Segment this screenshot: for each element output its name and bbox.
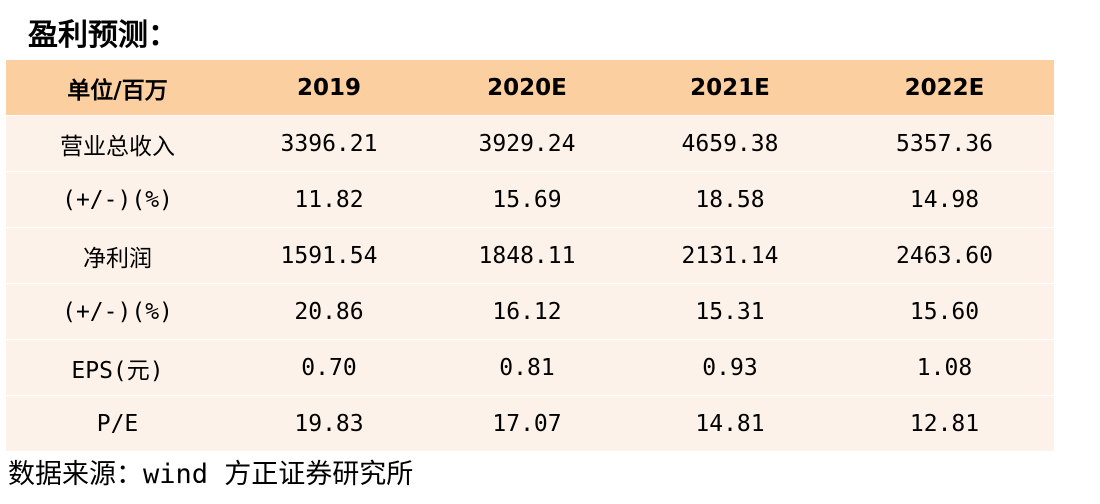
table-cell: 14.81	[695, 410, 765, 437]
header-2021e: 2021E	[625, 60, 835, 116]
table-cell: 16.12	[492, 298, 562, 325]
table-cell: 3929.24	[478, 130, 576, 157]
table-cell: 1591.54	[280, 242, 378, 269]
page-title: 盈利预测：	[28, 18, 178, 53]
table-cell: 14.98	[909, 186, 980, 213]
table-cell: 5357.36	[896, 130, 993, 157]
header-unit: 单位/百万	[6, 60, 229, 116]
table-row: 净利润 1591.54 1848.11 2131.14 2463.60	[6, 227, 1054, 284]
table-row: (+/-)(%) 11.82 15.69 18.58 14.98	[6, 171, 1054, 228]
table-cell: 2463.60	[896, 242, 993, 269]
table-cell: 15.60	[909, 298, 980, 325]
table-cell: 0.81	[499, 354, 555, 381]
table-cell: 20.86	[294, 298, 364, 325]
table-cell: 1848.11	[478, 242, 576, 269]
row-label: (+/-)(%)	[62, 186, 173, 213]
table-row: 营业总收入 3396.21 3929.24 4659.38 5357.36	[6, 115, 1054, 172]
table-cell: 4659.38	[681, 130, 779, 157]
earnings-forecast-table: 单位/百万 2019 2020E 2021E 2022E 营业总收入 3396.…	[6, 60, 1054, 451]
table-row: EPS(元) 0.70 0.81 0.93 1.08	[6, 339, 1054, 396]
header-2022e: 2022E	[835, 60, 1054, 116]
table-cell: 15.69	[492, 186, 562, 213]
table-cell: 11.82	[294, 186, 364, 213]
header-2019: 2019	[229, 60, 429, 116]
row-label: P/E	[96, 410, 139, 437]
row-label: (+/-)(%)	[62, 298, 173, 325]
table-cell: 15.31	[695, 298, 765, 325]
table-cell: 19.83	[294, 410, 364, 437]
table-cell: 2131.14	[681, 242, 779, 269]
table-row: (+/-)(%) 20.86 16.12 15.31 15.60	[6, 283, 1054, 340]
table-cell: 18.58	[695, 186, 765, 213]
table-cell: 12.81	[909, 410, 980, 437]
table-cell: 3396.21	[280, 130, 378, 157]
table-cell: 1.08	[916, 354, 973, 381]
row-label: 净利润	[83, 245, 152, 272]
table-cell: 0.93	[702, 354, 758, 381]
row-label: 营业总收入	[60, 133, 175, 160]
header-2020e: 2020E	[429, 60, 625, 116]
table-header-row: 单位/百万 2019 2020E 2021E 2022E	[6, 60, 1054, 116]
table-cell: 0.70	[301, 354, 357, 381]
row-label: EPS(元)	[71, 357, 164, 384]
table-row: P/E 19.83 17.07 14.81 12.81	[6, 395, 1054, 451]
source-note: 数据来源：wind 方正证券研究所	[8, 459, 414, 490]
table-cell: 17.07	[492, 410, 562, 437]
